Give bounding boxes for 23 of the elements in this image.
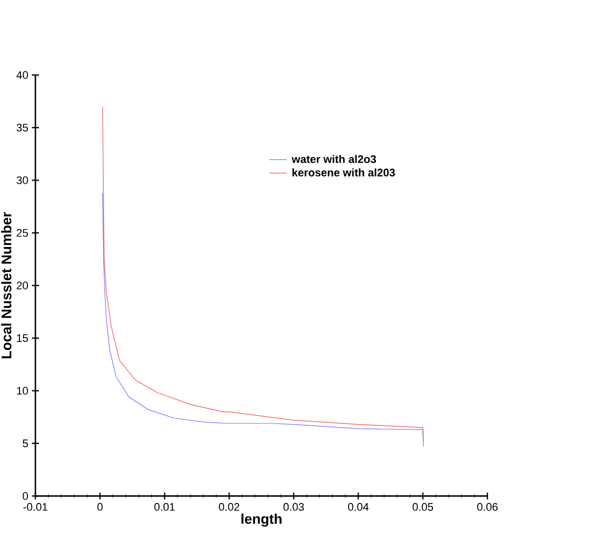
x-tick-label: 0.01 — [154, 503, 175, 511]
y-tick-label: 20 — [16, 282, 28, 290]
y-tick-label: 0 — [22, 492, 28, 500]
x-tick-label: 0 — [97, 503, 103, 511]
y-tick-label: 35 — [16, 124, 28, 132]
y-axis-title: Local Nusslet Number — [1, 212, 12, 358]
x-tick-label: 0.04 — [348, 503, 369, 511]
y-tick-label: 10 — [17, 386, 28, 395]
legend-label: kerosene with al203 — [292, 168, 395, 176]
line-series — [102, 106, 424, 442]
x-tick-label: 0.03 — [283, 503, 304, 511]
y-tick-label: 40 — [16, 71, 28, 79]
legend-label: water with al2o3 — [292, 154, 376, 164]
y-tick-label: 30 — [16, 176, 28, 184]
y-tick-label: 5 — [22, 440, 28, 448]
x-tick-label: 0.02 — [218, 503, 240, 511]
x-tick-label: -0.01 — [23, 503, 48, 511]
y-tick-label: 25 — [16, 229, 28, 237]
x-axis-title: length — [241, 514, 282, 527]
y-tick-label: 15 — [17, 334, 28, 342]
line-series — [102, 192, 424, 447]
x-tick-label: 0.06 — [477, 503, 498, 511]
x-tick-label: 0.05 — [412, 503, 434, 511]
